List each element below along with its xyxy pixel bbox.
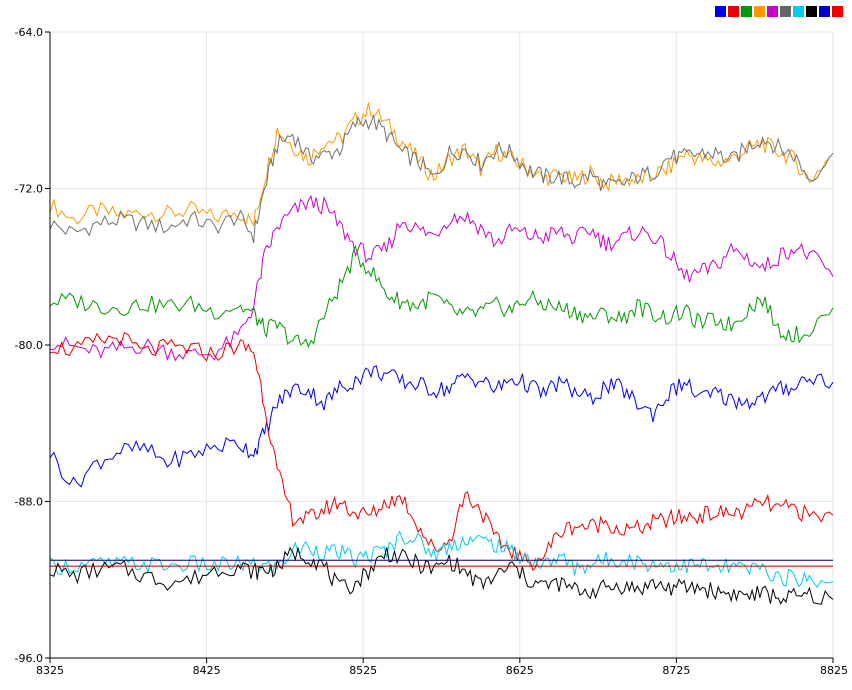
- series-line-5: [49, 331, 834, 572]
- x-tick-label: 8825: [820, 664, 848, 677]
- legend-swatch[interactable]: [793, 6, 804, 17]
- legend-swatch[interactable]: [754, 6, 765, 17]
- y-tick-label: -80.0: [15, 339, 43, 352]
- series-line-3: [49, 244, 834, 349]
- y-tick-label: -64.0: [15, 26, 43, 39]
- x-tick-label: 8525: [349, 664, 377, 677]
- legend-swatch[interactable]: [780, 6, 791, 17]
- x-tick-label: 8725: [662, 664, 690, 677]
- legend-swatch[interactable]: [819, 6, 830, 17]
- legend-swatch[interactable]: [832, 6, 843, 17]
- legend-swatch[interactable]: [767, 6, 778, 17]
- series-line-0: [49, 102, 834, 227]
- series-line-2: [49, 194, 834, 362]
- legend-swatch[interactable]: [715, 6, 726, 17]
- series-line-6: [49, 530, 834, 589]
- legend-swatch[interactable]: [806, 6, 817, 17]
- x-tick-label: 8425: [193, 664, 221, 677]
- chart-legend: [715, 6, 843, 17]
- legend-swatch[interactable]: [741, 6, 752, 17]
- series-line-4: [49, 364, 834, 488]
- x-tick-label: 8625: [506, 664, 534, 677]
- series-line-1: [49, 113, 834, 244]
- y-tick-label: -72.0: [15, 183, 43, 196]
- legend-swatch[interactable]: [728, 6, 739, 17]
- x-tick-label: 8325: [36, 664, 64, 677]
- y-tick-label: -88.0: [15, 496, 43, 509]
- series-line-7: [49, 546, 834, 605]
- y-tick-label: -96.0: [15, 652, 43, 665]
